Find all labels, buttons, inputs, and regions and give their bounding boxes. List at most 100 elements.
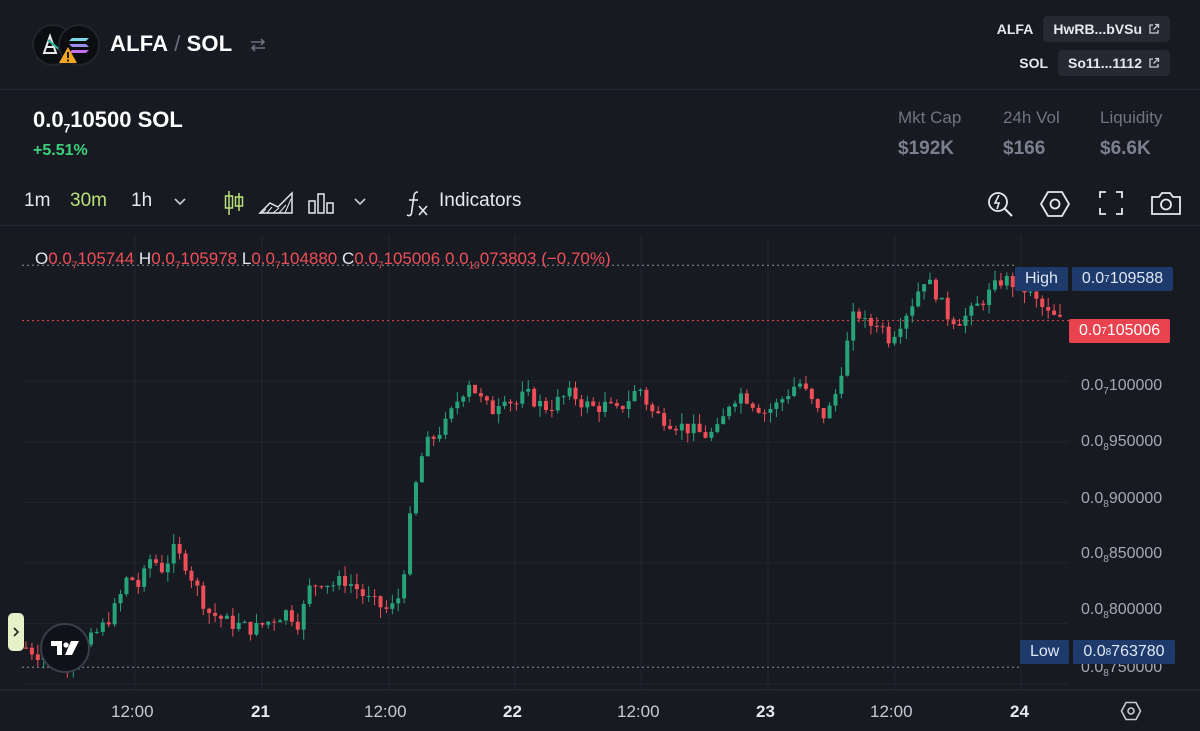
indicators-button[interactable]: Indicators: [439, 190, 522, 211]
candle-body: [171, 543, 176, 564]
interval-1h-button[interactable]: 1h: [131, 190, 153, 211]
interval-30m-button[interactable]: 30m: [70, 190, 107, 211]
candle-body: [24, 647, 28, 649]
fx-indicators-icon[interactable]: [405, 189, 429, 217]
token-logos: [32, 24, 100, 66]
x-axis-tick: 12:00: [111, 702, 154, 721]
candle-body: [425, 436, 430, 457]
candle-body: [100, 622, 105, 632]
candle-body: [449, 408, 454, 419]
fullscreen-icon[interactable]: [1097, 189, 1125, 217]
candle-body: [254, 622, 259, 635]
candle-body: [230, 615, 235, 629]
candle-body: [106, 622, 111, 625]
price-change: +5.51%: [33, 142, 88, 159]
quote-symbol: SOL: [186, 31, 233, 56]
candle-body: [668, 425, 673, 429]
candle-body: [165, 563, 170, 573]
candle-body: [384, 607, 389, 609]
candle-body: [130, 577, 135, 581]
candle-body: [715, 424, 720, 432]
candle-body: [1058, 314, 1062, 317]
candle-body: [331, 585, 336, 587]
candle-body: [638, 389, 643, 392]
candle-body: [644, 389, 649, 405]
price-digits: 10500: [70, 107, 132, 132]
candle-body: [325, 585, 330, 588]
chart-type-chevron-down-icon[interactable]: [352, 195, 368, 207]
candles-chart-type-icon[interactable]: [222, 189, 246, 217]
side-panel-toggle[interactable]: [8, 613, 24, 651]
camera-screenshot-icon[interactable]: [1149, 189, 1183, 217]
candle-body: [792, 386, 797, 396]
candle-body: [348, 584, 353, 586]
candle-body: [709, 431, 714, 438]
interval-chevron-down-icon[interactable]: [172, 195, 188, 207]
y-axis-tick: 0.08900000: [1081, 490, 1163, 511]
interval-1m-button[interactable]: 1m: [24, 190, 51, 211]
candle-body: [532, 388, 537, 407]
candle-body: [366, 595, 371, 597]
candle-body: [579, 399, 584, 408]
candle-body: [786, 395, 791, 400]
candle-body: [207, 608, 212, 613]
candle-body: [821, 408, 826, 419]
swap-arrows-icon[interactable]: [248, 35, 268, 55]
stat-value: $192K: [898, 138, 954, 159]
candle-body: [697, 423, 702, 433]
candle-body: [295, 621, 300, 630]
candle-body: [945, 297, 950, 320]
stat-label: Mkt Cap: [898, 108, 962, 127]
candle-body: [473, 384, 478, 394]
close-value: 0.07105006: [354, 249, 441, 272]
base-address-button[interactable]: HwRB...bVSu: [1043, 16, 1170, 42]
candle-body: [455, 401, 460, 409]
x-axis-tick: 12:00: [364, 702, 407, 721]
candle-body: [591, 401, 596, 406]
candle-body: [136, 580, 141, 587]
candlestick-chart[interactable]: [0, 236, 1200, 731]
candle-body: [159, 562, 164, 573]
candle-body: [148, 559, 153, 569]
candle-body: [402, 574, 407, 599]
candle-body: [975, 303, 980, 306]
candle-body: [153, 559, 158, 563]
candle-body: [727, 406, 732, 417]
axis-settings-icon[interactable]: [1120, 700, 1142, 722]
candle-body: [538, 400, 543, 407]
candle-body: [868, 317, 873, 326]
candle-body: [118, 594, 123, 604]
ohlc-legend: O0.07105744 H0.07105978 L0.07104880 C0.0…: [35, 249, 611, 271]
settings-hexagon-icon[interactable]: [1039, 189, 1071, 219]
price-zero-count: 7: [63, 121, 71, 136]
current-price: 0.0710500 SOL: [33, 107, 183, 135]
candle-body: [738, 393, 743, 404]
candle-body: [242, 621, 247, 623]
price-prefix: 0.0: [33, 107, 64, 132]
candle-body: [278, 620, 283, 623]
chart-toolbar: 1m 30m 1h Indicators: [0, 180, 1200, 226]
candle-body: [390, 603, 395, 609]
bars-chart-type-icon[interactable]: [307, 189, 337, 217]
candle-body: [1046, 307, 1051, 311]
tradingview-logo[interactable]: [40, 623, 90, 673]
y-axis-tick: 0.08850000: [1081, 545, 1163, 566]
candle-body: [774, 402, 779, 409]
quote-address-button[interactable]: So11...1112: [1058, 50, 1170, 76]
candle-body: [957, 324, 962, 326]
candle-body: [467, 384, 472, 397]
candle-body: [863, 317, 868, 319]
candle-body: [307, 585, 312, 604]
area-chart-type-icon[interactable]: [258, 189, 294, 217]
alert-search-icon[interactable]: [985, 189, 1015, 219]
candle-body: [1028, 291, 1033, 293]
candle-body: [614, 403, 619, 406]
liquidity-stat: Liquidity $6.6K: [1100, 108, 1162, 160]
candle-body: [437, 434, 442, 439]
candle-body: [750, 403, 755, 408]
stat-value: $166: [1003, 138, 1046, 159]
base-address-row: ALFA HwRB...bVSu: [997, 16, 1170, 42]
x-axis-tick: 21: [251, 702, 270, 721]
candle-body: [880, 326, 885, 328]
